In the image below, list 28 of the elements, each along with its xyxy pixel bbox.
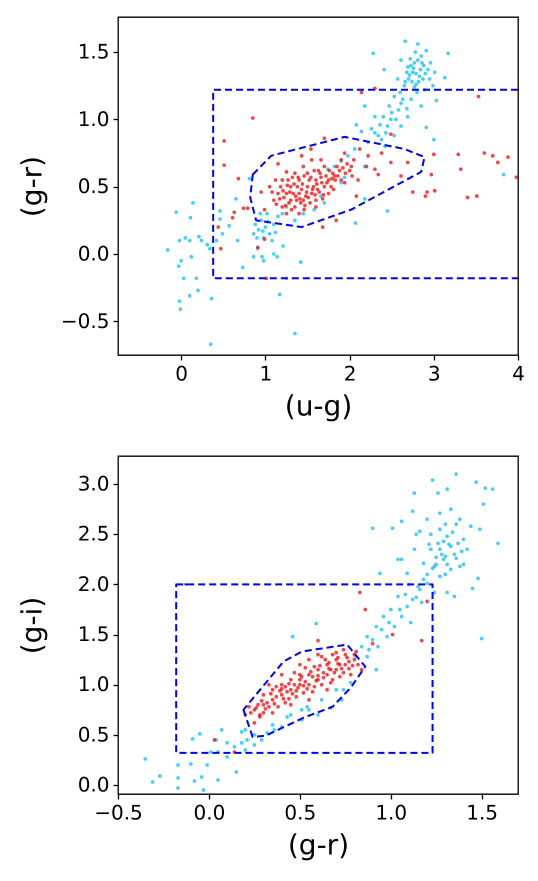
- y-tick-label: 2.5: [78, 522, 110, 546]
- x-tick-label: 1: [260, 362, 272, 386]
- line-series: [249, 136, 426, 228]
- y-tick-label: 1.0: [78, 672, 110, 696]
- y-tick-label: 0.5: [78, 174, 110, 198]
- y-tick-label: 1.5: [78, 40, 110, 64]
- x-tick-label: 4: [512, 362, 525, 386]
- x-tick-label: 0: [175, 362, 188, 386]
- y-tick-label: 1.0: [78, 106, 110, 131]
- y-axis-title: (g-r): [16, 156, 48, 218]
- y-tick-label: 0.5: [78, 722, 110, 746]
- x-tick-label: 1.5: [466, 800, 498, 824]
- x-tick-label: 2: [344, 362, 356, 386]
- x-tick-label: 0.5: [284, 800, 316, 824]
- y-tick-label: 0.0: [78, 242, 110, 266]
- x-tick-label: −0.5: [94, 800, 143, 824]
- x-tick-label: 1.0: [375, 800, 408, 824]
- y-tick-label: 3.0: [78, 472, 110, 496]
- y-tick-label: 1.5: [78, 622, 110, 646]
- y-tick-label: 0.0: [78, 772, 110, 796]
- y-tick-label: −0.5: [60, 308, 110, 333]
- x-tick-label: 0.0: [194, 800, 226, 824]
- line-series: [242, 644, 366, 738]
- x-tick-label: 3: [428, 362, 441, 386]
- y-tick-label: 2.0: [78, 572, 110, 596]
- x-axis-title: (g-r): [288, 828, 350, 862]
- x-axis-title: (u-g): [284, 390, 352, 422]
- y-axis-title: (g-i): [16, 596, 48, 654]
